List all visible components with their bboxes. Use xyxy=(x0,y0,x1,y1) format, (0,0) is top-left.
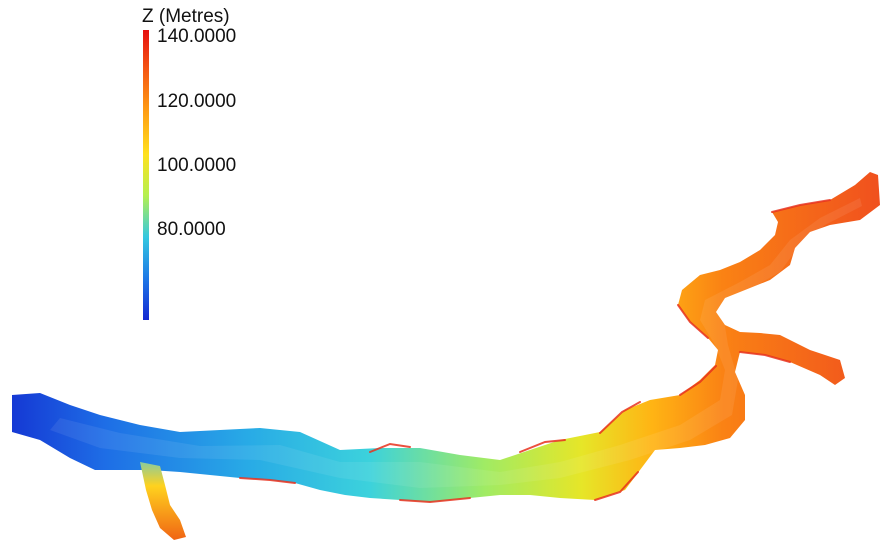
river-bank-highlights xyxy=(239,199,831,504)
legend-colorbar xyxy=(143,30,149,320)
elevation-legend: Z (Metres) 140.0000 120.0000 100.0000 80… xyxy=(0,0,260,330)
legend-title: Z (Metres) xyxy=(142,6,230,27)
legend-tick-140: 140.0000 xyxy=(157,26,237,47)
river-tributary xyxy=(140,462,186,540)
legend-tick-100: 100.0000 xyxy=(157,155,237,176)
legend-tick-80: 80.0000 xyxy=(157,219,226,240)
legend-tick-120: 120.0000 xyxy=(157,91,237,112)
river-main-channel xyxy=(12,172,880,502)
